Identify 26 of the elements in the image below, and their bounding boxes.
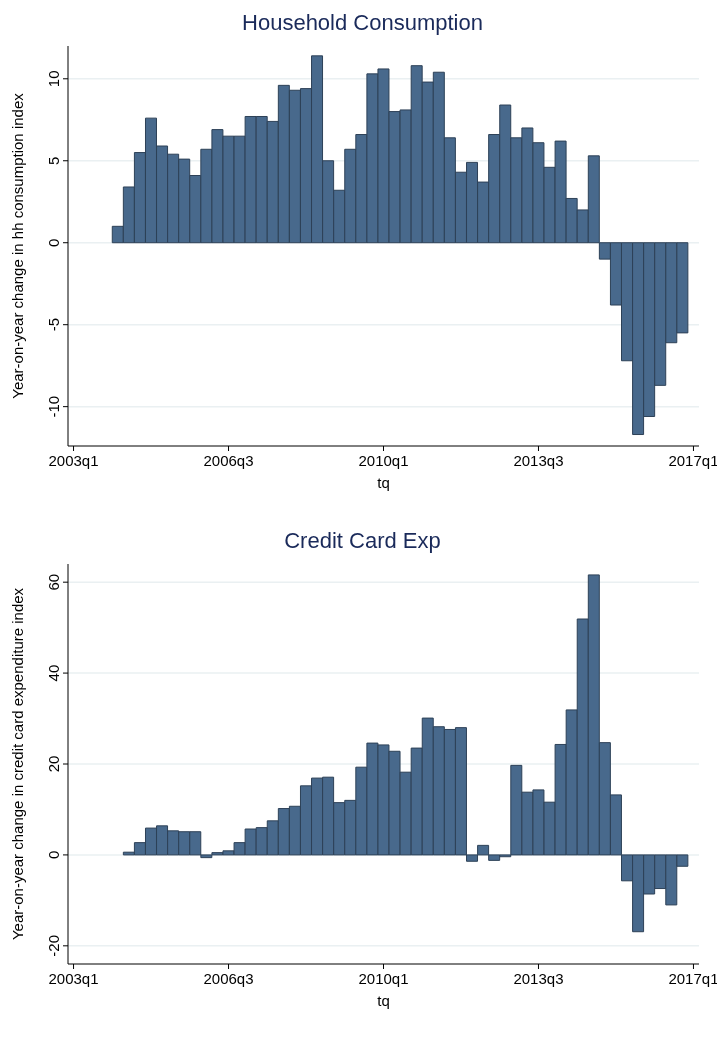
- y-tick-label: -10: [45, 395, 62, 418]
- y-tick-label: 5: [45, 156, 62, 165]
- chart-title: Credit Card Exp: [283, 527, 442, 555]
- x-axis-title: tq: [377, 992, 390, 1009]
- y-axis-title: Year-on-year change in credit card expenditure index: [9, 587, 27, 941]
- x-tick-label: 2017q1: [668, 970, 719, 987]
- x-axis-title: tq: [377, 474, 390, 491]
- y-axis-title: Year-on-year change in hh consumption index: [9, 92, 27, 399]
- y-tick-label: 0: [45, 238, 62, 247]
- y-tick-label: -20: [45, 934, 62, 957]
- x-tick-label: 2017q1: [668, 452, 719, 469]
- x-tick-label: 2013q3: [513, 970, 564, 987]
- y-tick-label: 0: [45, 850, 62, 860]
- x-tick-label: 2003q1: [48, 970, 99, 987]
- y-tick-label: 60: [45, 573, 62, 591]
- y-tick-label: 40: [45, 664, 62, 682]
- x-tick-label: 2006q3: [203, 452, 254, 469]
- y-tick-label: 10: [45, 70, 62, 88]
- y-tick-label: -5: [45, 318, 62, 332]
- y-tick-label: 20: [45, 755, 62, 773]
- x-tick-label: 2010q1: [358, 452, 409, 469]
- x-tick-label: 2006q3: [203, 970, 254, 987]
- chart-title: Household Consumption: [241, 9, 484, 37]
- x-tick-label: 2010q1: [358, 970, 409, 987]
- x-tick-label: 2013q3: [513, 452, 564, 469]
- x-tick-label: 2003q1: [48, 452, 99, 469]
